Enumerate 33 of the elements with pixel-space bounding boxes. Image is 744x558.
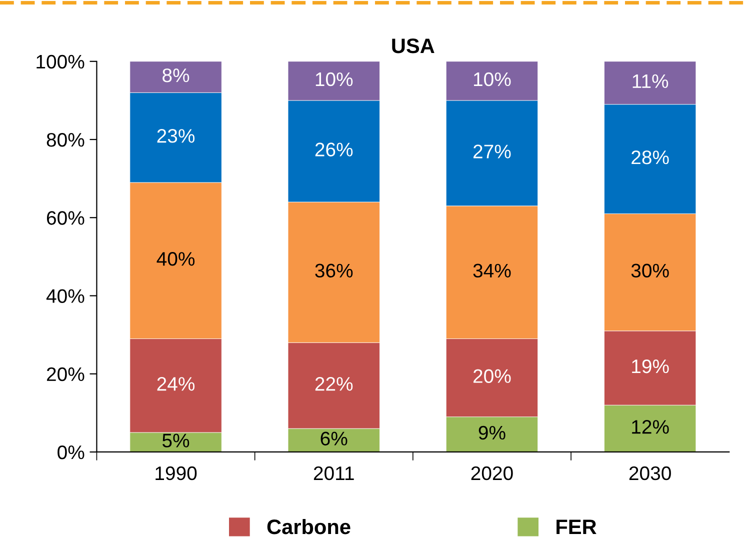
legend-label: FER bbox=[556, 520, 596, 534]
data-label: 28% bbox=[632, 150, 669, 164]
x-tick-label: 1990 bbox=[156, 466, 197, 480]
data-label: 27% bbox=[473, 144, 511, 158]
data-label: 24% bbox=[157, 377, 195, 391]
x-tick-label: 2020 bbox=[471, 466, 513, 480]
legend-label: Carbone bbox=[267, 518, 350, 534]
data-label: 23% bbox=[157, 129, 195, 143]
chart-title: USA bbox=[392, 38, 434, 54]
data-label: 5% bbox=[162, 434, 190, 448]
data-label: 10% bbox=[474, 72, 511, 86]
data-label: 9% bbox=[478, 426, 506, 440]
data-label: 34% bbox=[473, 264, 511, 278]
data-label: 26% bbox=[315, 142, 353, 156]
y-tick-label: 0% bbox=[58, 445, 84, 460]
y-tick-label: 20% bbox=[46, 367, 84, 382]
data-label: 12% bbox=[632, 420, 669, 434]
data-label: 36% bbox=[315, 264, 353, 278]
x-tick-label: 2011 bbox=[314, 466, 354, 480]
y-tick-label: 60% bbox=[46, 211, 84, 225]
y-tick-label: 80% bbox=[46, 132, 84, 147]
x-tick-label: 2030 bbox=[629, 466, 671, 480]
data-label: 11% bbox=[632, 74, 668, 88]
y-tick-label: 40% bbox=[46, 289, 84, 303]
y-tick-label: 100% bbox=[36, 54, 84, 69]
data-label: 20% bbox=[473, 369, 511, 383]
data-label: 6% bbox=[320, 432, 348, 446]
data-label: 10% bbox=[316, 72, 353, 86]
data-label: 30% bbox=[631, 264, 669, 278]
data-label: 40% bbox=[156, 252, 195, 266]
data-label: 8% bbox=[162, 68, 190, 82]
data-label: 22% bbox=[315, 377, 353, 391]
data-label: 19% bbox=[632, 359, 669, 374]
